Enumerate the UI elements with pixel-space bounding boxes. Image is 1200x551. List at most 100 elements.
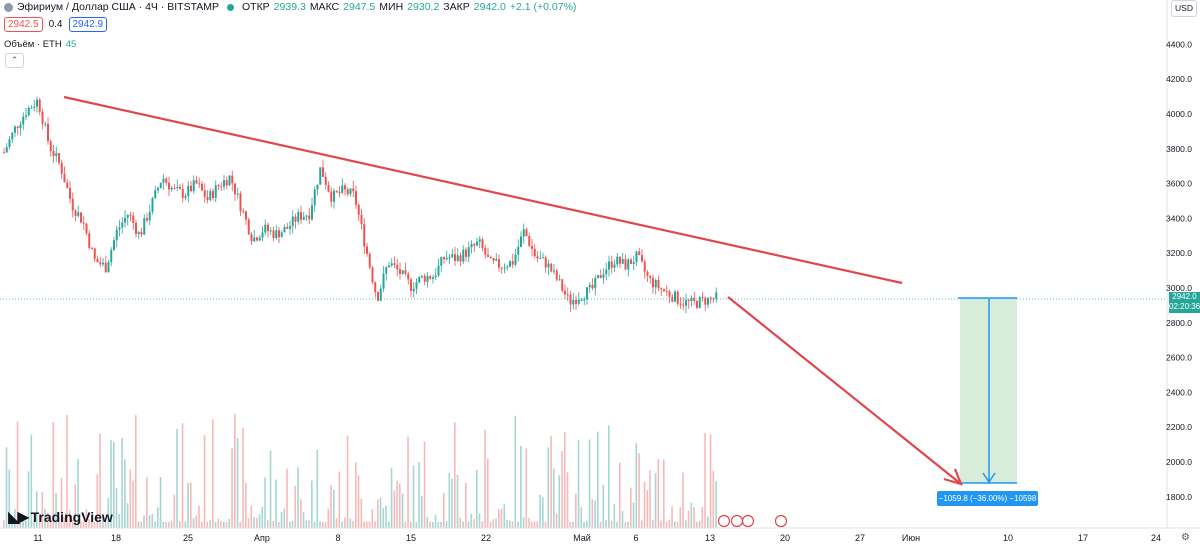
- tradingview-logo[interactable]: ◣▶ TradingView: [8, 509, 113, 526]
- measure-arrowhead: [982, 472, 996, 484]
- candle-body: [201, 183, 203, 191]
- volume-bar: [621, 510, 624, 528]
- volume-bar: [434, 514, 437, 528]
- candle-body: [203, 190, 206, 197]
- candle-body: [503, 267, 506, 269]
- candle-body: [591, 284, 594, 289]
- x-tick-label: 13: [705, 533, 715, 543]
- candle-body: [522, 229, 525, 237]
- volume-bar: [608, 425, 610, 528]
- candle-body: [346, 189, 349, 195]
- volume-bar: [124, 459, 126, 528]
- volume-bar: [704, 432, 706, 528]
- volume-bar: [278, 521, 280, 528]
- volume-bar: [135, 415, 137, 528]
- candle-body: [407, 273, 410, 280]
- volume-bar: [93, 521, 96, 528]
- x-tick-label: 17: [1078, 533, 1088, 543]
- sell-button[interactable]: 2942.5: [4, 17, 43, 32]
- volume-bar: [110, 440, 112, 528]
- candle-body: [36, 99, 38, 107]
- candle-body: [459, 255, 462, 262]
- collapse-legend-button[interactable]: ⌃: [5, 53, 24, 68]
- candle-body: [349, 188, 352, 195]
- volume-bar: [190, 482, 192, 528]
- candle-body: [445, 257, 448, 260]
- volume-bar: [528, 517, 530, 528]
- candle-body: [33, 106, 36, 108]
- volume-bar: [239, 521, 242, 528]
- candle-body: [333, 190, 335, 202]
- x-tick-label: Июн: [902, 533, 920, 543]
- candle-body: [250, 234, 253, 242]
- volume-bar: [49, 521, 52, 528]
- buy-button[interactable]: 2942.9: [68, 17, 108, 32]
- volume-bar: [663, 459, 665, 528]
- candle-body: [192, 180, 195, 192]
- settings-icon[interactable]: ⚙: [1181, 532, 1190, 543]
- volume-bar: [569, 521, 572, 528]
- volume-bar: [484, 429, 486, 528]
- volume-bar: [470, 513, 473, 528]
- volume-bar: [388, 521, 390, 528]
- candle-body: [517, 246, 520, 255]
- volume-legend: Объём · ETH 45: [4, 39, 77, 50]
- volume-bar: [179, 520, 181, 528]
- price-axis: 1800.0 2000.0 2200.0 2400.0 2600.0 2800.0 3000…: [1166, 0, 1192, 528]
- volume-bar: [360, 498, 363, 528]
- volume-bar: [36, 491, 38, 528]
- volume-bar: [137, 521, 140, 528]
- volume-bar: [500, 508, 503, 528]
- volume-bar: [74, 484, 77, 528]
- volume-bar: [19, 521, 22, 528]
- volume-bar: [228, 518, 231, 528]
- candle-body: [467, 247, 470, 257]
- candle-body: [154, 190, 157, 199]
- volume-bar: [220, 520, 222, 528]
- y-tick-label: 2800.0: [1166, 318, 1192, 328]
- candle-body: [170, 187, 173, 190]
- volume-bar: [324, 521, 327, 528]
- volume-bar: [355, 462, 357, 528]
- candle-body: [22, 116, 25, 125]
- volume-bar: [638, 453, 640, 528]
- volume-bar: [77, 458, 79, 528]
- candle-body: [8, 139, 11, 148]
- y-tick-label: 2600.0: [1166, 353, 1192, 363]
- candle-body: [509, 261, 511, 267]
- candle-body: [297, 212, 300, 222]
- candle-body: [679, 303, 682, 305]
- symbol-title[interactable]: Эфириум / Доллар США · 4Ч · BITSTAMP: [17, 1, 219, 13]
- volume-bar: [231, 448, 233, 528]
- volume-bar: [209, 520, 211, 528]
- volume-bar: [399, 483, 401, 528]
- candle-body: [646, 271, 649, 276]
- candle-body: [283, 227, 286, 233]
- candle-body: [187, 185, 190, 197]
- candle-body: [118, 227, 121, 230]
- volume-bar: [69, 510, 71, 528]
- candle-body: [74, 210, 77, 216]
- candle-body: [588, 284, 591, 288]
- volume-bar: [242, 428, 244, 528]
- volume-bar: [357, 475, 360, 528]
- volume-bar: [520, 446, 522, 528]
- y-tick-label: 3200.0: [1166, 248, 1192, 258]
- volume-bar: [173, 494, 176, 528]
- volume-bar: [544, 521, 547, 528]
- candle-body: [404, 270, 407, 274]
- candle-body: [63, 173, 66, 183]
- volume-bar: [407, 436, 409, 528]
- candle-body: [294, 216, 297, 222]
- candle-body: [685, 299, 687, 306]
- candle-body: [709, 297, 712, 299]
- volume-bar: [575, 493, 577, 528]
- candle-body: [489, 256, 492, 258]
- volume-bar: [289, 521, 291, 528]
- candle-body: [319, 167, 322, 185]
- volume-bar: [3, 520, 5, 528]
- volume-bar: [605, 520, 607, 528]
- currency-button[interactable]: USD: [1171, 0, 1197, 17]
- volume-bar: [426, 517, 429, 528]
